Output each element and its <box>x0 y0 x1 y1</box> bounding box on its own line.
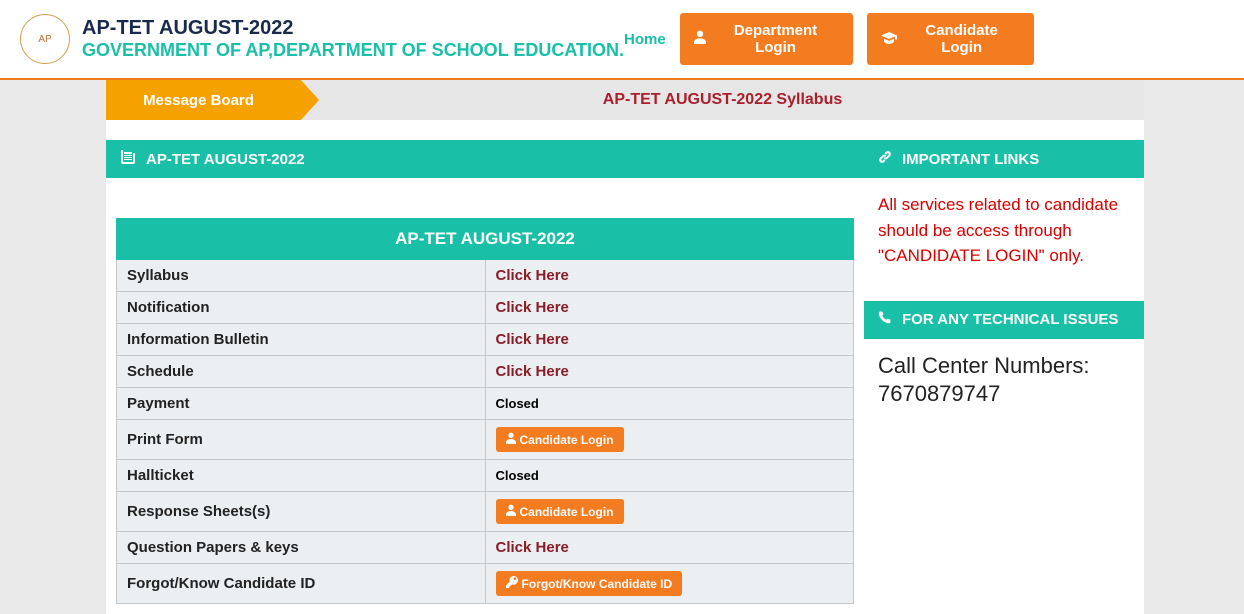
service-label: Response Sheets(s) <box>117 492 486 532</box>
candidate-login-button[interactable]: Candidate Login <box>867 13 1034 65</box>
service-action-cell: Closed <box>485 460 854 492</box>
service-label: Schedule <box>117 356 486 388</box>
candidate-login-row-button[interactable]: Candidate Login <box>496 427 624 452</box>
service-action-cell: Candidate Login <box>485 420 854 460</box>
table-row: Schedule Click Here <box>117 356 854 388</box>
table-row: Response Sheets(s) Candidate Login <box>117 492 854 532</box>
status-closed: Closed <box>496 468 539 483</box>
candidate-login-label: Candidate Login <box>903 22 1020 56</box>
site-title: AP-TET AUGUST-2022 GOVERNMENT OF AP,DEPA… <box>82 17 624 61</box>
newspaper-icon <box>120 150 136 168</box>
service-action-cell: Click Here <box>485 532 854 564</box>
user-icon <box>694 30 706 48</box>
ticker-text: AP-TET AUGUST-2022 Syllabus <box>603 91 842 109</box>
user-icon <box>506 504 516 519</box>
message-board-label: Message Board <box>143 92 254 109</box>
click-here-link[interactable]: Click Here <box>496 363 569 380</box>
candidate-login-row-button[interactable]: Candidate Login <box>496 499 624 524</box>
main-column: AP-TET AUGUST-2022 AP-TET AUGUST-2022 Sy… <box>106 140 864 614</box>
service-action-cell: Candidate Login <box>485 492 854 532</box>
services-table: AP-TET AUGUST-2022 SyllabusClick HereNot… <box>116 218 854 604</box>
click-here-link[interactable]: Click Here <box>496 299 569 316</box>
phone-icon <box>878 311 892 329</box>
department-login-label: Department Login <box>712 22 840 56</box>
service-action-cell: Forgot/Know Candidate ID <box>485 564 854 604</box>
status-closed: Closed <box>496 396 539 411</box>
click-here-link[interactable]: Click Here <box>496 267 569 284</box>
service-action-cell: Click Here <box>485 292 854 324</box>
sidebar-gap <box>864 283 1144 301</box>
nav-home-link[interactable]: Home <box>624 31 666 48</box>
sidebar-column: IMPORTANT LINKS All services related to … <box>864 140 1144 421</box>
link-icon <box>878 150 892 168</box>
click-here-link[interactable]: Click Here <box>496 539 569 556</box>
table-row: Notification Click Here <box>117 292 854 324</box>
service-label: Syllabus <box>117 260 486 292</box>
tech-issues-header: FOR ANY TECHNICAL ISSUES <box>864 301 1144 339</box>
important-links-body: All services related to candidate should… <box>864 178 1144 283</box>
page-body: Message Board AP-TET AUGUST-2022 Syllabu… <box>0 80 1244 614</box>
call-center-label: Call Center Numbers: <box>878 353 1130 379</box>
important-links-header: IMPORTANT LINKS <box>864 140 1144 178</box>
service-label: Hallticket <box>117 460 486 492</box>
service-action-cell: Click Here <box>485 324 854 356</box>
grad-cap-icon <box>881 31 897 48</box>
message-board-ticker[interactable]: AP-TET AUGUST-2022 Syllabus <box>301 80 1144 120</box>
table-row: Syllabus Click Here <box>117 260 854 292</box>
service-label: Information Bulletin <box>117 324 486 356</box>
table-row: Information Bulletin Click Here <box>117 324 854 356</box>
service-label: Notification <box>117 292 486 324</box>
button-label: Forgot/Know Candidate ID <box>522 577 673 591</box>
site-logo: AP <box>20 14 70 64</box>
service-label: Print Form <box>117 420 486 460</box>
site-title-line2: GOVERNMENT OF AP,DEPARTMENT OF SCHOOL ED… <box>82 40 624 61</box>
main-panel-body: AP-TET AUGUST-2022 SyllabusClick HereNot… <box>106 178 864 614</box>
service-label: Payment <box>117 388 486 420</box>
table-row: Question Papers & keys Click Here <box>117 532 854 564</box>
button-label: Candidate Login <box>520 505 614 519</box>
user-icon <box>506 432 516 447</box>
service-label: Forgot/Know Candidate ID <box>117 564 486 604</box>
button-label: Candidate Login <box>520 433 614 447</box>
message-board-tab: Message Board <box>106 80 301 120</box>
tech-issues-title: FOR ANY TECHNICAL ISSUES <box>902 311 1118 328</box>
main-panel-header: AP-TET AUGUST-2022 <box>106 140 864 178</box>
nav-right: Home Department Login Candidate Login <box>624 13 1034 65</box>
login-notice: All services related to candidate should… <box>878 192 1130 269</box>
service-action-cell: Click Here <box>485 356 854 388</box>
service-action-cell: Closed <box>485 388 854 420</box>
tech-issues-body: Call Center Numbers: 7670879747 <box>864 339 1144 421</box>
department-login-button[interactable]: Department Login <box>680 13 854 65</box>
click-here-link[interactable]: Click Here <box>496 331 569 348</box>
navbar: AP AP-TET AUGUST-2022 GOVERNMENT OF AP,D… <box>0 0 1244 80</box>
important-links-title: IMPORTANT LINKS <box>902 151 1039 168</box>
table-row: Payment Closed <box>117 388 854 420</box>
columns: AP-TET AUGUST-2022 AP-TET AUGUST-2022 Sy… <box>106 140 1144 614</box>
forgot-candidate-id-button[interactable]: Forgot/Know Candidate ID <box>496 571 683 596</box>
site-title-line1: AP-TET AUGUST-2022 <box>82 17 624 40</box>
spacer <box>106 120 1144 140</box>
table-row: Print Form Candidate Login <box>117 420 854 460</box>
table-title: AP-TET AUGUST-2022 <box>117 219 854 260</box>
call-center-number: 7670879747 <box>878 381 1130 407</box>
table-row: Forgot/Know Candidate ID Forgot/Know Cand… <box>117 564 854 604</box>
main-panel-title: AP-TET AUGUST-2022 <box>146 151 305 168</box>
content-area: Message Board AP-TET AUGUST-2022 Syllabu… <box>106 80 1144 614</box>
logo-text: AP <box>38 34 51 45</box>
table-row: Hallticket Closed <box>117 460 854 492</box>
key-icon <box>506 576 518 591</box>
message-board-row: Message Board AP-TET AUGUST-2022 Syllabu… <box>106 80 1144 120</box>
service-label: Question Papers & keys <box>117 532 486 564</box>
service-action-cell: Click Here <box>485 260 854 292</box>
